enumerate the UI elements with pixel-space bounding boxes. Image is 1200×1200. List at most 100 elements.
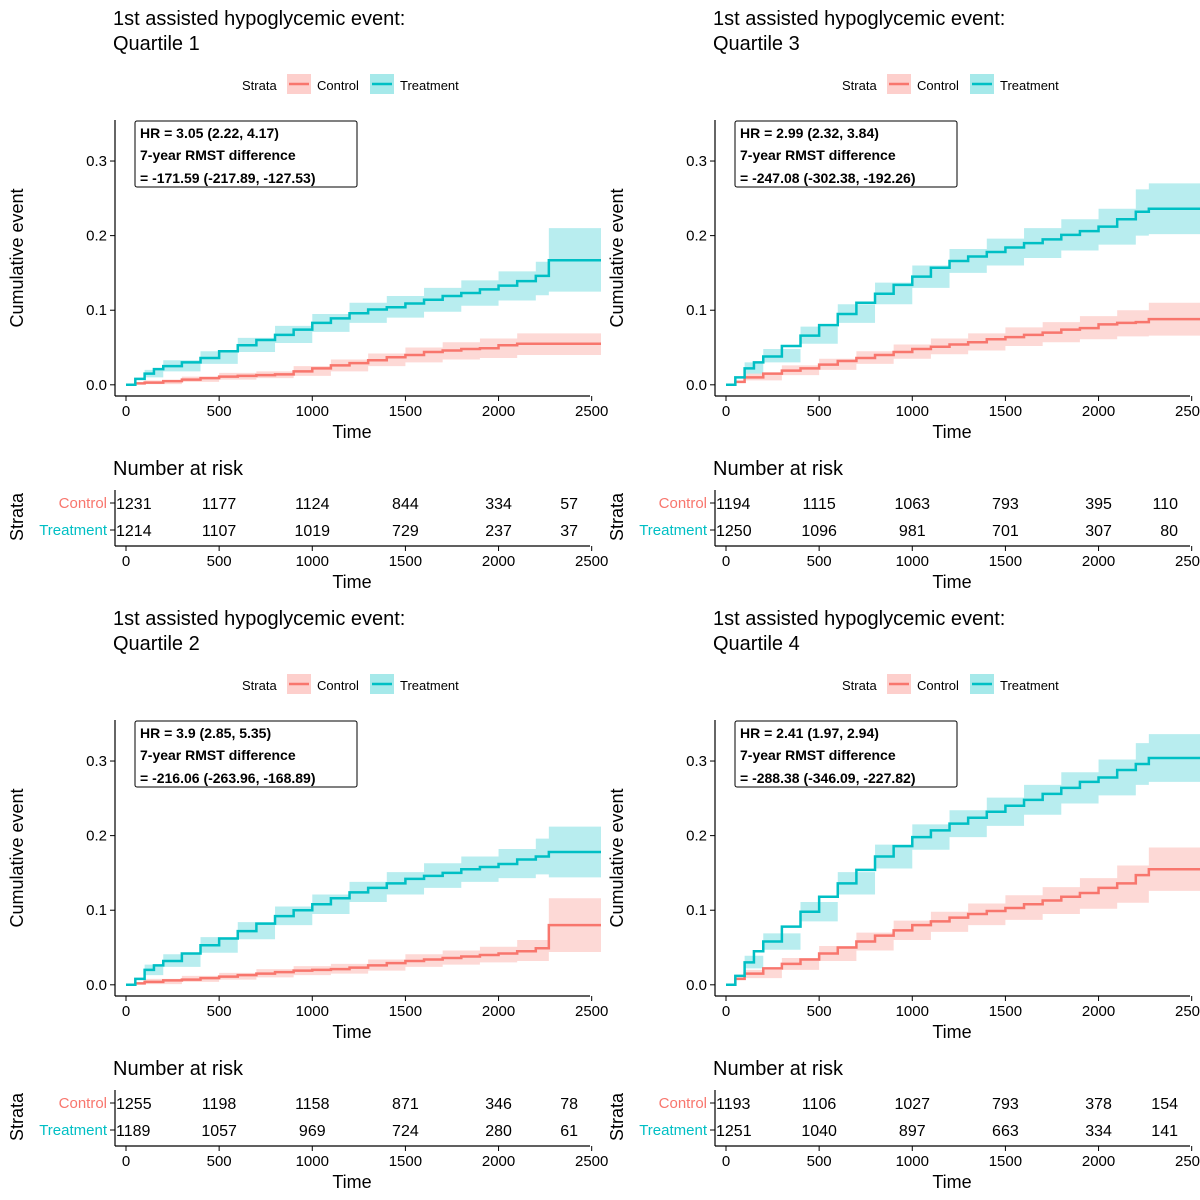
risk-cell: 346 [485, 1096, 512, 1113]
risk-x-tick-label: 500 [207, 1153, 232, 1170]
x-axis-title: Time [332, 422, 371, 442]
y-tick-label: 0.3 [686, 153, 707, 170]
y-axis-title: Cumulative event [7, 188, 27, 327]
annotation-hr: HR = 3.9 (2.85, 5.35) [140, 725, 271, 741]
risk-table: Number at risk Control 1231 1177 1124 844 334 5… [7, 458, 608, 592]
risk-cell: 1251 [716, 1123, 752, 1140]
risk-table-title: Number at risk [113, 458, 244, 480]
risk-cell: 1189 [116, 1123, 151, 1140]
risk-cell: 1177 [202, 496, 237, 513]
annotation-rmst-value: = -216.06 (-263.96, -168.89) [140, 770, 316, 786]
risk-cell: 80 [1160, 523, 1178, 540]
risk-x-tick-label: 1000 [896, 553, 929, 570]
risk-cell: 1096 [801, 523, 837, 540]
risk-cell: 793 [992, 1096, 1019, 1113]
y-tick-label: 0.3 [86, 753, 107, 770]
y-tick-label: 0.1 [686, 902, 707, 919]
risk-cell: 280 [485, 1123, 512, 1140]
risk-table: Number at risk Control 1194 1115 1063 793 395 1… [607, 458, 1200, 592]
hr-annotation: HR = 2.99 (2.32, 3.84) 7-year RMST differ… [734, 120, 958, 188]
y-tick-label: 0.2 [686, 228, 707, 245]
curve-control [126, 342, 601, 387]
risk-cell: 1193 [716, 1096, 751, 1113]
risk-cell: 334 [485, 496, 512, 513]
risk-cell: 981 [899, 523, 926, 540]
risk-x-tick-label: 2500 [1175, 553, 1200, 570]
x-axis-title: Time [332, 1022, 371, 1042]
risk-x-tick-label: 0 [722, 1153, 730, 1170]
risk-cell: 663 [992, 1123, 1019, 1140]
x-tick-label: 500 [207, 1003, 232, 1020]
hr-annotation: HR = 2.41 (1.97, 2.94) 7-year RMST differ… [734, 720, 958, 788]
chart-title-line-1: 1st assisted hypoglycemic event: [713, 608, 1005, 630]
x-axis-title: Time [932, 1022, 971, 1042]
risk-x-tick-label: 0 [122, 553, 130, 570]
x-tick-label: 2000 [482, 1003, 515, 1020]
ci-band-control [726, 847, 1200, 985]
x-tick-label: 1000 [296, 403, 329, 420]
risk-cell: 1255 [116, 1096, 152, 1113]
risk-cell: 1106 [802, 1096, 837, 1113]
curve-control [726, 867, 1200, 987]
risk-x-tick-label: 1000 [896, 1153, 929, 1170]
y-tick-label: 0.1 [686, 302, 707, 319]
risk-cell: 793 [992, 496, 1019, 513]
ci-band-treatment [726, 734, 1200, 985]
risk-y-axis-title: Strata [607, 1092, 627, 1141]
risk-y-axis-title: Strata [7, 1092, 27, 1141]
risk-cell: 334 [1085, 1123, 1112, 1140]
risk-x-axis-title: Time [932, 572, 971, 592]
risk-x-tick-label: 1000 [296, 1153, 329, 1170]
annotation-rmst-value: = -171.59 (-217.89, -127.53) [140, 170, 316, 186]
legend-label-control: Control [317, 78, 359, 93]
x-tick-label: 500 [807, 1003, 832, 1020]
risk-cell: 1115 [803, 496, 836, 513]
annotation-box [134, 120, 358, 188]
x-tick-label: 1000 [896, 1003, 929, 1020]
risk-x-tick-label: 500 [807, 1153, 832, 1170]
panel-3: 1st assisted hypoglycemic event: Quartile… [7, 608, 608, 1192]
chart-title-line-2: Quartile 2 [113, 633, 200, 655]
risk-cell: 307 [1085, 523, 1112, 540]
chart-title-line-2: Quartile 1 [113, 33, 200, 55]
chart-title-line-2: Quartile 4 [713, 633, 800, 655]
risk-cell: 1231 [116, 496, 152, 513]
y-tick-label: 0.0 [686, 377, 707, 394]
risk-x-tick-label: 0 [722, 553, 730, 570]
risk-x-axis-title: Time [332, 1172, 371, 1192]
y-tick-label: 0.0 [86, 977, 107, 994]
risk-cell: 1063 [894, 496, 930, 513]
x-tick-label: 2000 [482, 403, 515, 420]
risk-table: Number at risk Control 1255 1198 1158 871 346 7… [7, 1058, 608, 1192]
x-tick-label: 2500 [575, 1003, 608, 1020]
annotation-box [134, 720, 358, 788]
annotation-hr: HR = 2.41 (1.97, 2.94) [740, 725, 879, 741]
risk-x-tick-label: 2000 [482, 553, 515, 570]
ci-band-treatment [726, 183, 1200, 385]
risk-x-tick-label: 1500 [989, 1153, 1022, 1170]
legend-label-control: Control [317, 678, 359, 693]
ci-band-treatment [126, 826, 601, 985]
risk-cell: 110 [1152, 496, 1178, 513]
risk-cell: 61 [560, 1123, 578, 1140]
legend: Strata Control Treatment [242, 674, 459, 694]
risk-cell: 1107 [202, 523, 237, 540]
risk-cell: 141 [1151, 1123, 1178, 1140]
risk-row-label-treatment: Treatment [39, 522, 108, 539]
y-tick-label: 0.2 [686, 828, 707, 845]
y-tick-label: 0.2 [86, 828, 107, 845]
y-axis-title: Cumulative event [607, 188, 627, 327]
x-tick-label: 0 [122, 403, 130, 420]
x-tick-label: 1500 [989, 403, 1022, 420]
risk-x-axis-title: Time [332, 572, 371, 592]
risk-cell: 78 [560, 1096, 578, 1113]
annotation-box [734, 720, 958, 788]
risk-row-label-control: Control [59, 495, 107, 512]
annotation-box [734, 120, 958, 188]
curve-treatment [726, 756, 1200, 987]
risk-x-axis-title: Time [932, 1172, 971, 1192]
legend-title: Strata [242, 78, 277, 93]
risk-row-label-treatment: Treatment [639, 522, 708, 539]
x-tick-label: 2000 [1082, 403, 1115, 420]
